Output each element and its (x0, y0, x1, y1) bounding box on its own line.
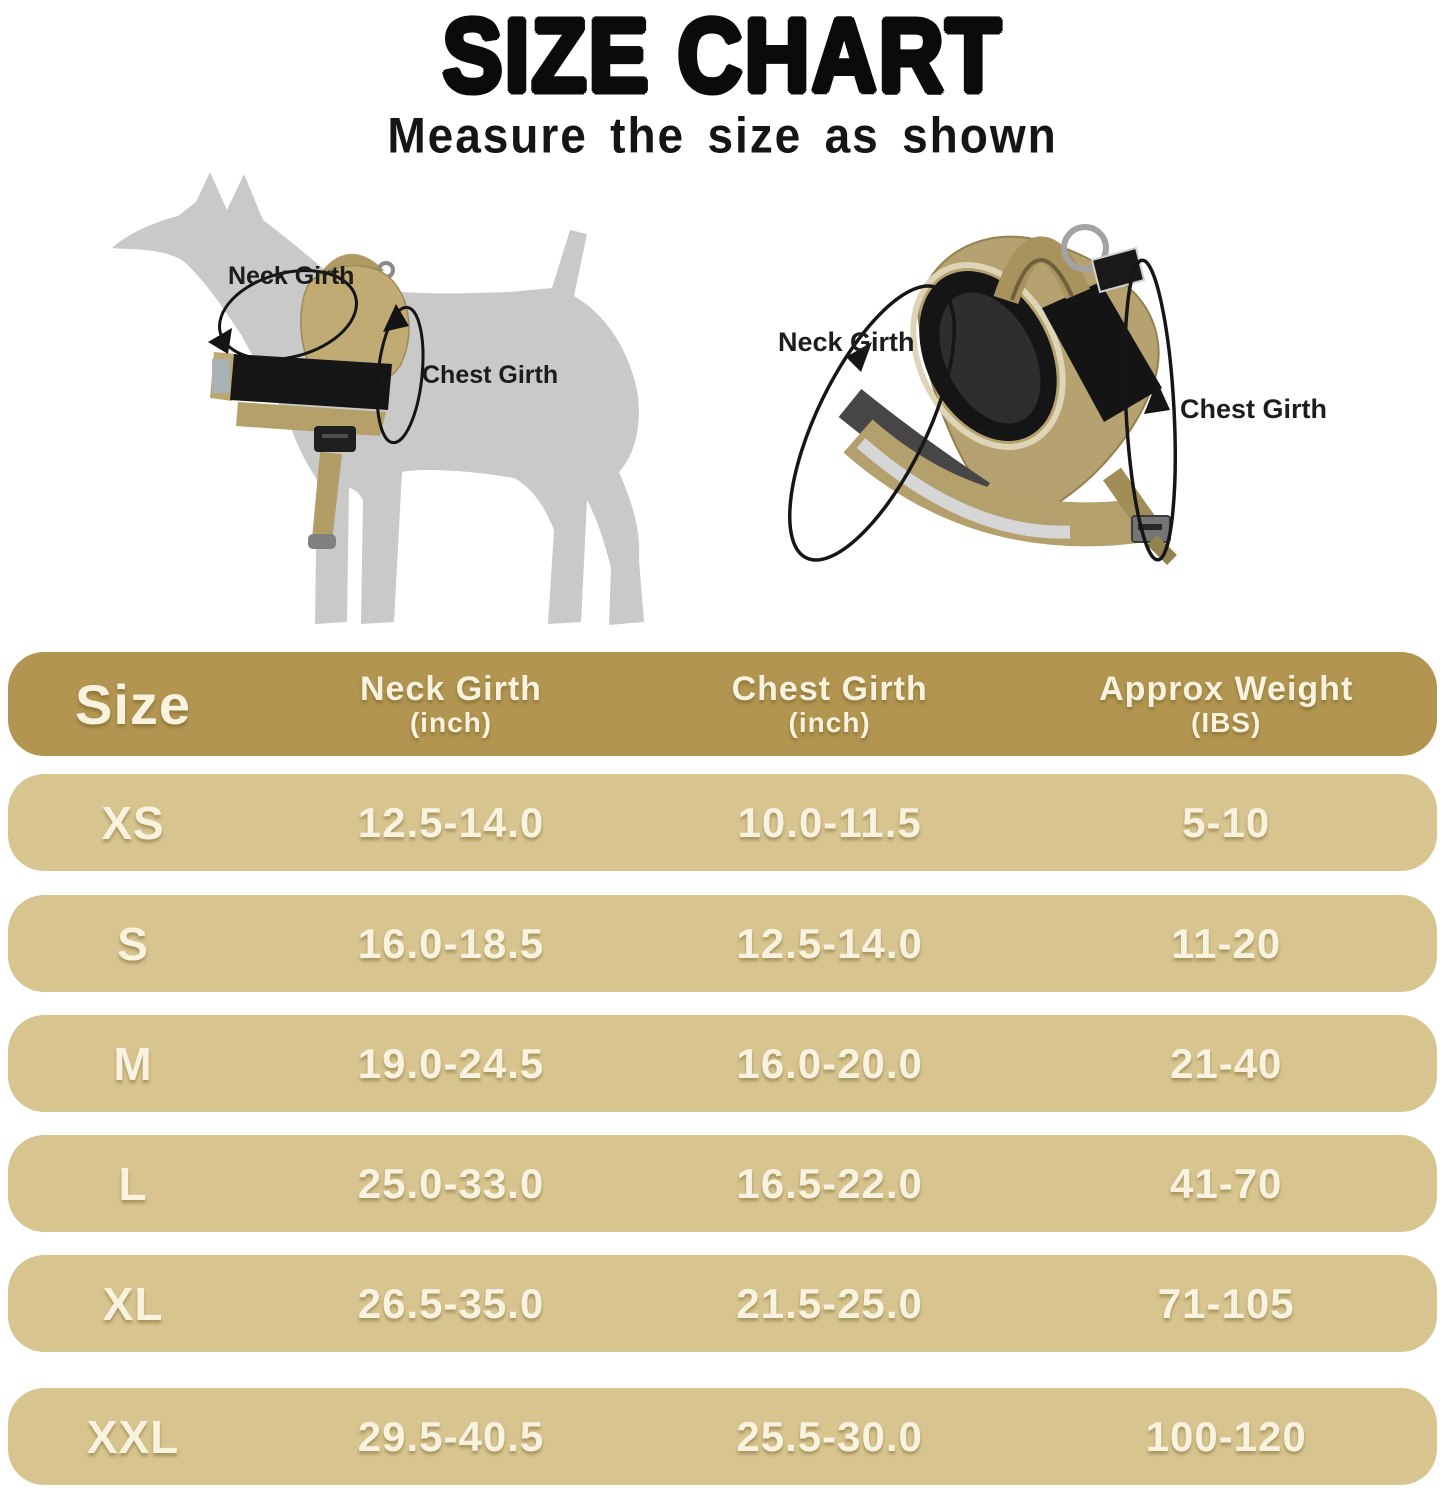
table-row-s: S 16.0-18.5 12.5-14.0 11-20 (8, 895, 1437, 992)
adjuster-slot (1138, 524, 1162, 530)
chest-girth-measure: Chest Girth (1123, 258, 1327, 562)
size-value: XXL (86, 1410, 180, 1463)
table-row-xxl: XXL 29.5-40.5 25.5-30.0 100-120 (8, 1388, 1437, 1485)
neck-girth-measure: Neck Girth (208, 262, 358, 361)
neck-girth-ellipse (787, 284, 957, 562)
harness-product (838, 224, 1177, 565)
weight-value: 71-105 (1157, 1279, 1295, 1327)
neck-girth-value: 29.5-40.5 (357, 1412, 545, 1460)
dog-measurement-diagram: Neck Girth Chest Girth (112, 172, 644, 625)
velcro-band (230, 354, 392, 410)
dog-neck-girth-label: Neck Girth (228, 262, 354, 290)
size-value: XS (101, 796, 165, 849)
weight-value: 100-120 (1145, 1412, 1307, 1460)
neck-girth-value: 25.0-33.0 (357, 1159, 545, 1207)
neck-girth-value: 19.0-24.5 (357, 1039, 545, 1087)
mesh-inner (939, 292, 1041, 424)
velcro-strip (1042, 282, 1162, 422)
neck-girth-arrowhead (208, 328, 232, 354)
chest-girth-arrowhead (383, 304, 409, 332)
buckle (314, 426, 356, 452)
dog-chest-girth-label: Chest Girth (422, 361, 558, 389)
badge-patch (1090, 246, 1146, 294)
neck-girth-value: 12.5-14.0 (357, 798, 545, 846)
neck-girth-value: 16.0-18.5 (357, 919, 545, 967)
chest-girth-value: 16.0-20.0 (736, 1039, 923, 1087)
harness-neck-girth-label: Neck Girth (778, 327, 915, 357)
size-value: S (117, 917, 149, 970)
reflective-tag (212, 359, 230, 393)
chest-girth-value: 25.5-30.0 (736, 1412, 923, 1460)
chest-girth-value: 10.0-11.5 (737, 798, 922, 846)
size-value: M (113, 1037, 153, 1090)
chest-girth-arrowhead (1144, 381, 1170, 414)
header-size: Size (75, 672, 192, 736)
header-neck-girth: Neck Girth (inch) (360, 669, 542, 738)
weight-value: 41-70 (1169, 1159, 1283, 1207)
neck-girth-arrowhead (846, 342, 872, 372)
handle-shadow (1010, 258, 1074, 301)
table-row-xs: XS 12.5-14.0 10.0-11.5 5-10 (8, 774, 1437, 871)
weight-value: 11-20 (1171, 919, 1282, 967)
table-row-xl: XL 26.5-35.0 21.5-25.0 71-105 (8, 1255, 1437, 1352)
strap-tail (1147, 535, 1177, 565)
page-title: SIZE CHART (442, 0, 1003, 114)
hanging-strap (312, 452, 342, 542)
weight-value: 21-40 (1169, 1039, 1283, 1087)
harness-on-dog (210, 253, 410, 549)
neck-girth-measure: Neck Girth (778, 284, 957, 562)
mesh-piping (910, 262, 1066, 450)
chest-girth-value: 16.5-22.0 (736, 1159, 923, 1207)
harness-product-diagram: Neck Girth Chest Girth (778, 224, 1327, 565)
neck-girth-ellipse (218, 269, 358, 361)
table-row-m: M 19.0-24.5 16.0-20.0 21-40 (8, 1015, 1437, 1112)
size-value: L (118, 1157, 148, 1210)
strap-tip (308, 534, 336, 549)
dog-silhouette-group: Neck Girth Chest Girth (112, 172, 644, 625)
neck-girth-value: 26.5-35.0 (357, 1279, 545, 1327)
chest-girth-ellipse (375, 305, 425, 445)
reflective-strip (856, 438, 1071, 539)
harness-handle (993, 236, 1090, 305)
d-ring (1061, 224, 1109, 272)
chest-girth-value: 21.5-25.0 (736, 1279, 923, 1327)
size-chart-table: Size Neck Girth (inch) Chest Girth (inch… (8, 652, 1437, 1485)
header-chest-girth: Chest Girth (inch) (731, 669, 928, 738)
weight-value: 5-10 (1182, 798, 1271, 846)
buckle-slot (322, 434, 348, 438)
chest-girth-value: 12.5-14.0 (736, 919, 923, 967)
table-row-l: L 25.0-33.0 16.5-22.0 41-70 (8, 1135, 1437, 1232)
size-value: XL (102, 1277, 164, 1330)
chest-girth-ellipse (1123, 258, 1177, 562)
page-subtitle: Measure the size as shown (387, 109, 1058, 165)
table-header-row: Size Neck Girth (inch) Chest Girth (inch… (8, 652, 1437, 756)
chest-girth-measure: Chest Girth (375, 304, 558, 445)
harness-chest-girth-label: Chest Girth (1180, 394, 1327, 424)
header-approx-weight: Approx Weight (IBS) (1099, 669, 1354, 738)
